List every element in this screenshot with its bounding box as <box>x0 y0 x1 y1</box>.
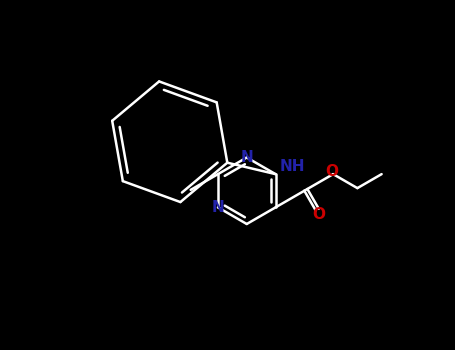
Text: N: N <box>240 150 253 165</box>
Text: O: O <box>325 163 338 178</box>
Text: O: O <box>312 208 325 223</box>
Text: NH: NH <box>279 159 305 174</box>
Text: N: N <box>212 200 224 215</box>
